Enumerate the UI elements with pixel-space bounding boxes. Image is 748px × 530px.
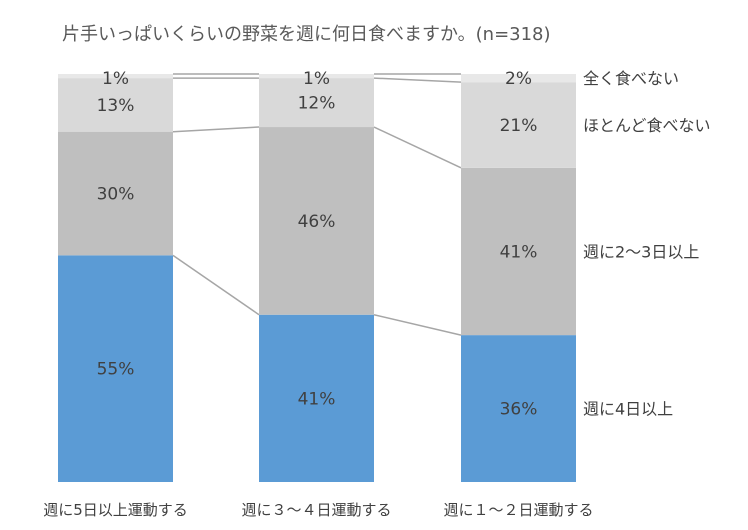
category-label: 週に３～４日運動する <box>241 501 391 519</box>
bar-segment <box>259 127 374 315</box>
data-label: 13% <box>97 96 135 116</box>
bar-segment <box>58 255 173 482</box>
data-label: 1% <box>303 69 330 89</box>
connector-line <box>373 313 462 336</box>
bar-segment <box>58 74 173 79</box>
bar-segment <box>461 74 576 83</box>
series-connector-lines <box>172 73 462 336</box>
data-label: 1% <box>102 69 129 89</box>
legend-label: ほとんど食べない <box>583 116 711 135</box>
bar-segment <box>259 74 374 79</box>
data-label: 46% <box>298 212 336 232</box>
legend-label: 週に4日以上 <box>583 400 673 419</box>
bar-segment <box>58 78 173 132</box>
category-label: 週に5日以上運動する <box>43 501 188 519</box>
bar-segment <box>259 78 374 128</box>
connector-line <box>172 254 260 316</box>
chart-title: 片手いっぱいくらいの野菜を週に何日食べますか。(n=318) <box>62 24 551 45</box>
data-label: 2% <box>505 69 532 89</box>
bar-segment <box>461 82 576 168</box>
data-label: 41% <box>298 389 336 409</box>
connector-line <box>373 77 462 83</box>
connector-line <box>172 126 260 133</box>
legend-label: 週に2〜3日以上 <box>583 242 699 261</box>
data-label: 55% <box>97 360 135 380</box>
bar-segment <box>461 167 576 336</box>
bar-segment <box>461 335 576 482</box>
data-label: 21% <box>500 116 538 136</box>
data-label: 12% <box>298 94 336 114</box>
category-label: 週に１～２日運動する <box>443 501 593 519</box>
data-label: 30% <box>97 185 135 205</box>
bar-segment <box>58 131 173 256</box>
data-label: 36% <box>500 400 538 420</box>
data-label: 41% <box>500 242 538 262</box>
bar-segment <box>259 314 374 482</box>
legend-label: 全く食べない <box>583 69 679 88</box>
connector-line <box>373 126 462 169</box>
